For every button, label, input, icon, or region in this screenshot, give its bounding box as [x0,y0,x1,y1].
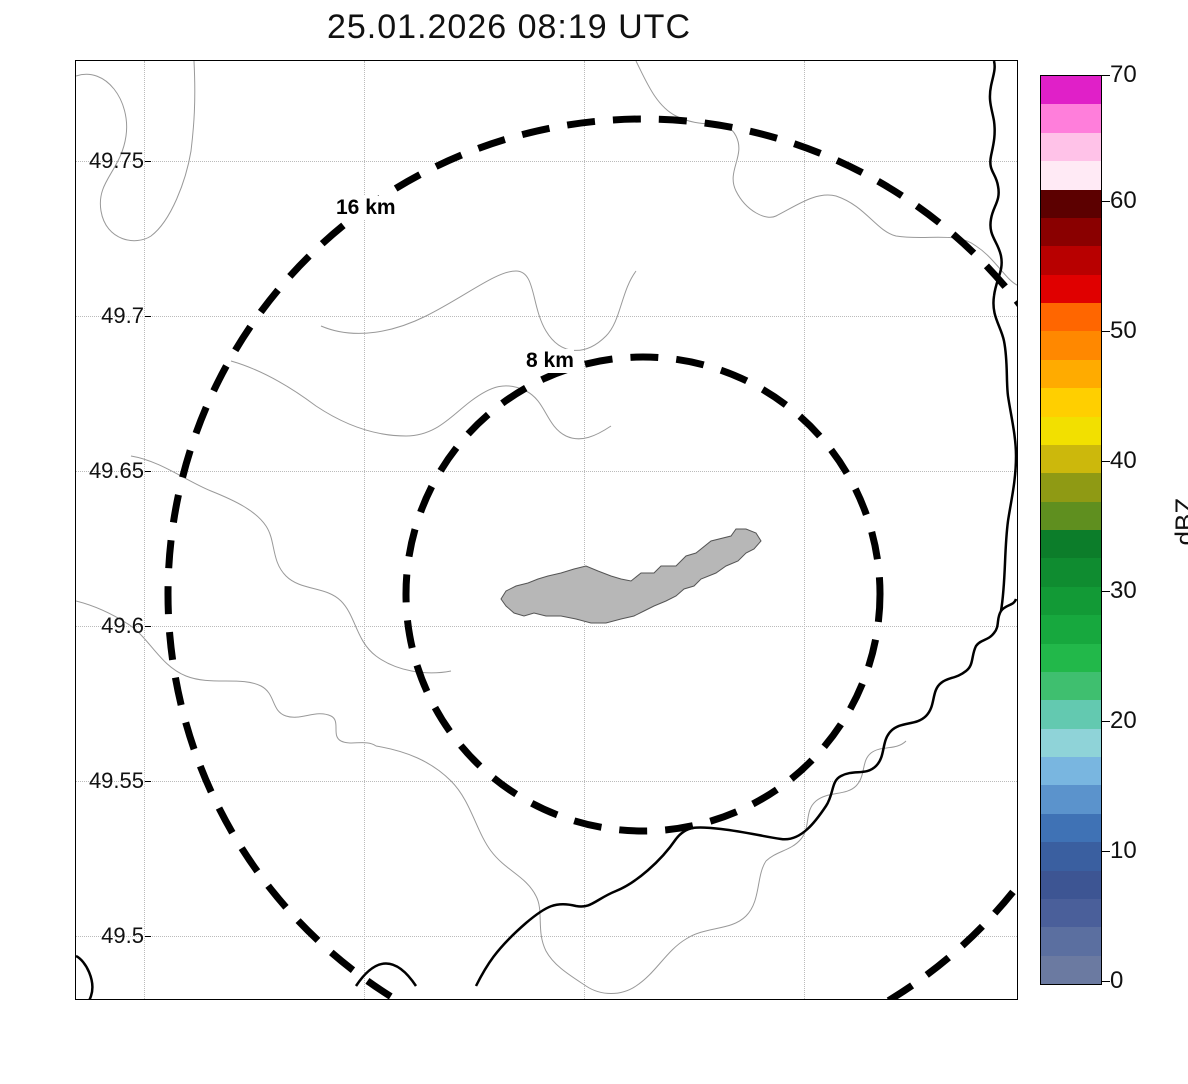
colorbar-tick-label: 60 [1110,187,1137,215]
colorbar-band-8 [1041,729,1101,757]
colorbar-tick [1102,721,1110,722]
y-tick-mark [145,161,151,162]
colorbar-band-9 [1041,700,1101,728]
colorbar-band-18 [1041,445,1101,473]
colorbar-band-31 [1041,76,1101,104]
colorbar-band-17 [1041,473,1101,501]
colorbar-band-24 [1041,275,1101,303]
colorbar-band-14 [1041,558,1101,586]
map-plot-area: 16 km 8 km 6 6.1 6.2 6.3 6.4 49.5 49.55 … [75,60,1018,1000]
colorbar-band-11 [1041,644,1101,672]
y-tick-mark [145,936,151,937]
y-tick-label: 49.6 [86,613,144,639]
colorbar-band-21 [1041,360,1101,388]
colorbar-band-15 [1041,530,1101,558]
y-tick-mark [145,781,151,782]
colorbar-band-22 [1041,331,1101,359]
colorbar-band-3 [1041,871,1101,899]
colorbar-band-16 [1041,502,1101,530]
colorbar-band-27 [1041,190,1101,218]
colorbar-title: dBZ [1170,498,1188,546]
colorbar-band-25 [1041,246,1101,274]
storm-cell-shape [501,529,761,623]
colorbar-tick-label: 30 [1110,577,1137,605]
colorbar-band-12 [1041,615,1101,643]
colorbar-band-7 [1041,757,1101,785]
colorbar-band-0 [1041,956,1101,984]
circle-label-16km: 16 km [336,196,396,220]
colorbar-tick [1102,461,1110,462]
page-title: 25.01.2026 08:19 UTC [0,8,1018,47]
y-tick-mark [145,316,151,317]
colorbar-band-4 [1041,842,1101,870]
colorbar-band-26 [1041,218,1101,246]
colorbar-band-20 [1041,388,1101,416]
y-tick-label: 49.5 [86,923,144,949]
colorbar-tick [1102,201,1110,202]
colorbar-band-30 [1041,104,1101,132]
colorbar-tick-label: 10 [1110,837,1137,865]
colorbar-band-13 [1041,587,1101,615]
colorbar-tick-label: 40 [1110,447,1137,475]
radar-map-container: 25.01.2026 08:19 UTC [0,0,1188,1084]
colorbar-band-10 [1041,672,1101,700]
y-tick-label: 49.55 [86,768,144,794]
y-tick-mark [145,626,151,627]
colorbar-band-2 [1041,899,1101,927]
colorbar-tick [1102,331,1110,332]
colorbar-tick-label: 70 [1110,61,1137,89]
colorbar-tick [1102,75,1110,76]
y-tick-mark [145,471,151,472]
colorbar-band-5 [1041,814,1101,842]
y-tick-label: 49.65 [86,458,144,484]
colorbar-band-29 [1041,133,1101,161]
colorbar-tick [1102,851,1110,852]
colorbar-band-1 [1041,927,1101,955]
colorbar-tick-label: 20 [1110,707,1137,735]
storm-cell-overlay [76,61,1018,1000]
colorbar-tick-label: 50 [1110,317,1137,345]
colorbar-tick [1102,981,1110,982]
circle-label-8km: 8 km [526,349,574,373]
colorbar-tick [1102,591,1110,592]
y-tick-label: 49.7 [86,303,144,329]
colorbar-band-6 [1041,785,1101,813]
colorbar-gradient [1040,75,1102,985]
colorbar-band-23 [1041,303,1101,331]
colorbar-tick-label: 0 [1110,967,1123,995]
y-tick-label: 49.75 [86,148,144,174]
colorbar-band-19 [1041,417,1101,445]
colorbar-band-28 [1041,161,1101,189]
colorbar-widget: 0 10 20 30 40 50 60 70 dBZ [1040,75,1115,985]
